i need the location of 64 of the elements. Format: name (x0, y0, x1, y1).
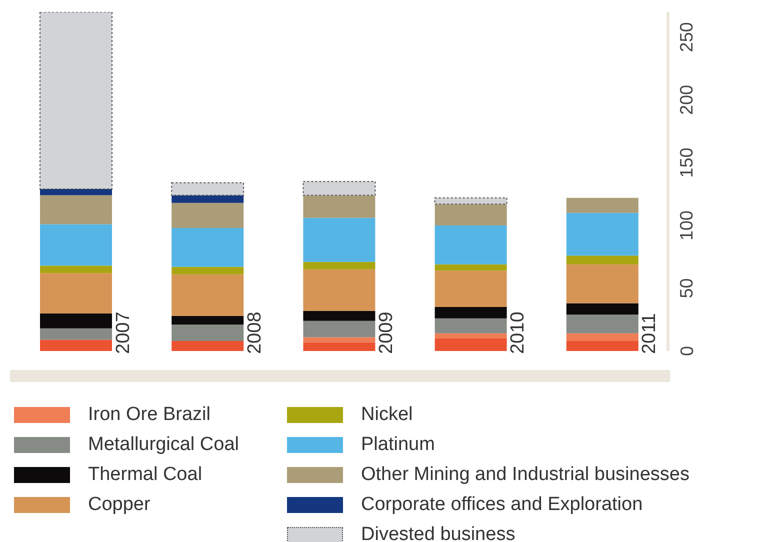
bar (434, 333, 507, 338)
bar (303, 310, 376, 321)
bar (303, 262, 376, 270)
legend-label: Other Mining and Industrial businesses (361, 464, 690, 486)
bar (302, 181, 376, 196)
y-tick-label: 50 (676, 278, 697, 298)
x-tick-label: 2007 (112, 312, 134, 354)
bar (172, 202, 244, 228)
bar (566, 314, 638, 334)
legend-label: Corporate offices and Exploration (361, 494, 643, 516)
bar (434, 318, 507, 334)
bar (303, 320, 376, 338)
bar (171, 182, 244, 196)
bar (40, 266, 112, 274)
bar (303, 337, 376, 342)
y-tick-label: 150 (676, 148, 697, 178)
bar (172, 266, 244, 274)
x-tick-label: 2010 (508, 312, 529, 354)
bar (566, 264, 638, 304)
bar (40, 195, 112, 224)
y-tick-label: 0 (676, 346, 697, 356)
x-tick-label: 2009 (376, 312, 398, 354)
bar (434, 338, 507, 351)
bar (172, 324, 244, 341)
bar (172, 340, 244, 351)
y-tick-label: 200 (676, 84, 697, 115)
bar (40, 313, 112, 328)
x-tick-label: 2008 (244, 312, 266, 354)
bar (40, 12, 112, 190)
bar (566, 333, 638, 341)
bar (40, 328, 112, 340)
bar (303, 218, 376, 262)
bar (303, 342, 376, 351)
legend-label: Platinum (361, 434, 435, 456)
bar (566, 303, 638, 315)
bar (40, 273, 112, 314)
bar (434, 307, 507, 318)
legend-label: Thermal Coal (88, 464, 202, 486)
bar (566, 198, 638, 213)
legend-label: Nickel (361, 404, 413, 426)
bar (434, 264, 507, 271)
bar (172, 228, 244, 267)
legend-label: Metallurgical Coal (88, 434, 240, 456)
legend-label: Copper (88, 494, 150, 516)
bar (40, 340, 112, 351)
bar (566, 256, 638, 264)
bar (434, 225, 507, 264)
bar (434, 270, 507, 308)
bar (172, 316, 244, 325)
y-tick-label: 100 (676, 210, 697, 240)
bar (434, 197, 508, 205)
y-tick-label: 250 (676, 22, 697, 52)
bar (172, 195, 244, 203)
bar (434, 204, 507, 226)
bar (40, 189, 112, 196)
bar (40, 224, 112, 266)
x-tick-label: 2011 (639, 313, 660, 354)
bar (303, 195, 376, 218)
bar (303, 269, 376, 311)
bar (566, 340, 638, 351)
legend-label: Iron Ore Brazil (88, 404, 210, 426)
bar (172, 274, 244, 316)
legend-label: Divested business (361, 524, 516, 542)
bar (566, 212, 638, 256)
